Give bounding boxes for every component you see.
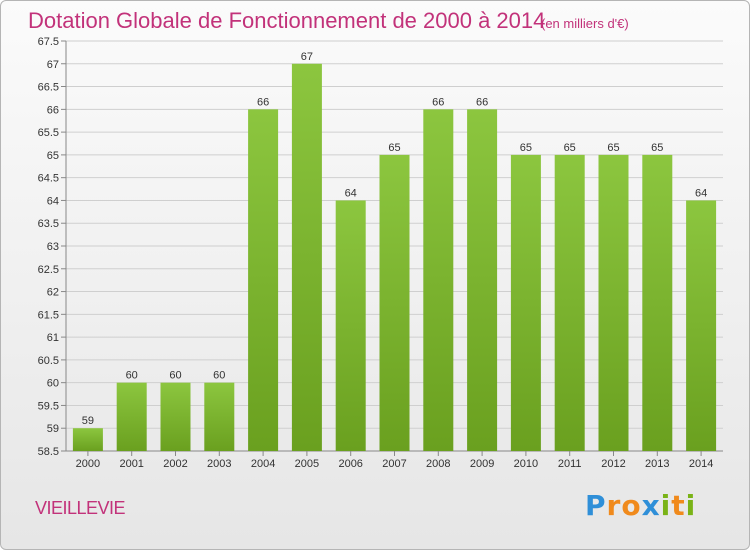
y-tick-label: 62.5	[38, 264, 59, 276]
data-label: 65	[388, 142, 400, 154]
x-tick-label: 2000	[76, 458, 100, 470]
bar	[204, 382, 235, 451]
bar	[510, 154, 541, 451]
bar	[598, 154, 629, 451]
y-tick-label: 65.5	[38, 127, 59, 139]
data-label: 59	[82, 415, 94, 427]
data-label: 60	[126, 370, 138, 382]
y-tick-label: 63	[47, 241, 59, 253]
logo-letter: x	[641, 489, 661, 522]
bar	[423, 109, 454, 451]
x-tick-label: 2012	[601, 458, 625, 470]
y-tick-label: 61	[47, 332, 59, 344]
y-tick-label: 61.5	[38, 309, 59, 321]
data-label: 65	[564, 142, 576, 154]
logo-letter: i	[660, 489, 672, 522]
y-tick-label: 58.5	[38, 446, 59, 458]
x-tick-label: 2011	[558, 458, 582, 470]
proxiti-logo: Proxiti	[585, 489, 696, 522]
y-tick-label: 62	[47, 287, 59, 299]
x-tick-label: 2005	[295, 458, 319, 470]
data-label: 66	[257, 96, 269, 108]
y-tick-label: 63.5	[38, 218, 59, 230]
data-label: 64	[695, 187, 707, 199]
x-tick-label: 2007	[382, 458, 406, 470]
data-label: 60	[169, 370, 181, 382]
y-tick-label: 60.5	[38, 355, 59, 367]
data-label: 66	[476, 96, 488, 108]
x-tick-label: 2006	[338, 458, 362, 470]
logo-letter: r	[606, 489, 622, 522]
data-label: 66	[432, 96, 444, 108]
data-label: 65	[520, 142, 532, 154]
data-label: 60	[213, 370, 225, 382]
y-tick-label: 65	[47, 150, 59, 162]
bar	[686, 200, 717, 451]
x-tick-label: 2001	[119, 458, 143, 470]
y-tick-label: 67	[47, 59, 59, 71]
x-tick-label: 2014	[689, 458, 713, 470]
logo-letter: o	[621, 489, 642, 522]
logo-letter: t	[671, 489, 686, 522]
bar	[467, 109, 498, 451]
y-tick-label: 64	[47, 195, 59, 207]
commune-name: VIEILLEVIE	[35, 498, 126, 518]
x-tick-label: 2002	[163, 458, 187, 470]
x-tick-label: 2004	[251, 458, 275, 470]
bar	[160, 382, 191, 451]
bar	[116, 382, 147, 451]
y-tick-label: 66.5	[38, 82, 59, 94]
logo-letter: P	[585, 489, 607, 522]
logo-letter: i	[685, 489, 697, 522]
data-label: 65	[607, 142, 619, 154]
bar	[642, 154, 673, 451]
data-label: 65	[651, 142, 663, 154]
y-tick-label: 59.5	[38, 400, 59, 412]
y-tick-label: 67.5	[38, 36, 59, 48]
chart-subtitle: (en milliers d'€)	[541, 16, 629, 31]
bar	[554, 154, 585, 451]
bar	[248, 109, 279, 451]
y-tick-label: 64.5	[38, 173, 59, 185]
y-tick-label: 59	[47, 423, 59, 435]
x-tick-label: 2013	[645, 458, 669, 470]
data-label: 64	[345, 187, 357, 199]
x-tick-label: 2010	[514, 458, 538, 470]
x-tick-label: 2003	[207, 458, 231, 470]
x-tick-label: 2009	[470, 458, 494, 470]
y-tick-label: 60	[47, 378, 59, 390]
x-tick-label: 2008	[426, 458, 450, 470]
bar	[379, 154, 410, 451]
bar	[72, 428, 103, 451]
data-label: 67	[301, 51, 313, 63]
y-tick-label: 66	[47, 104, 59, 116]
bar	[291, 63, 322, 452]
chart-title: Dotation Globale de Fonctionnement de 20…	[28, 8, 546, 33]
bar	[335, 200, 366, 451]
